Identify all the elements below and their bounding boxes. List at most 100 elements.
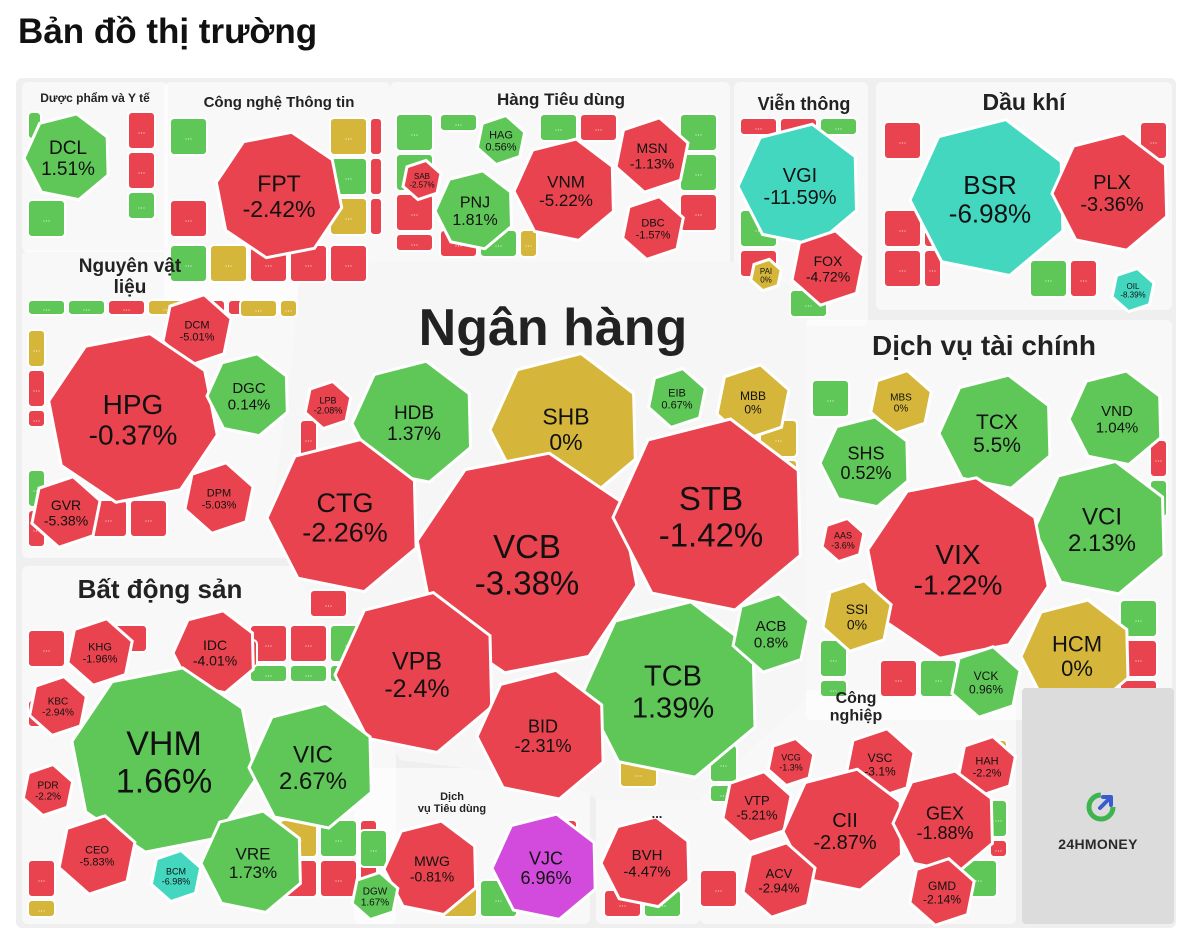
small-stock-label: ... [145, 514, 153, 524]
stock-change-label: -3.1% [864, 764, 896, 778]
stock-cell-gvr[interactable]: GVR-5.38% [30, 475, 102, 549]
stock-cell-gmd[interactable]: GMD-2.14% [908, 857, 976, 927]
stock-cell-lpb[interactable]: LPB-2.08% [303, 379, 353, 431]
stock-cell-mwg[interactable]: MWG-0.81% [382, 819, 478, 917]
stock-cell-ctg[interactable]: CTG-2.26% [265, 437, 418, 594]
stock-cell-bvh[interactable]: BVH-4.47% [599, 815, 691, 909]
stock-cell-dpm[interactable]: DPM-5.03% [183, 461, 255, 535]
stock-cell-fox[interactable]: FOX-4.72% [790, 229, 866, 307]
stock-cell-oil[interactable]: OIL-8.39% [1110, 266, 1156, 314]
small-stock-cell [883, 121, 922, 160]
stock-cell-vnm[interactable]: VNM-5.22% [512, 137, 615, 243]
small-stock-label: ... [43, 303, 51, 313]
small-stock-cell [1119, 599, 1158, 638]
small-stock-cell [359, 829, 388, 868]
stock-ticker-label: DCM [184, 319, 209, 331]
stock-ticker-label: VND [1101, 403, 1133, 420]
stock-cell-stb[interactable]: STB-1.42% [611, 417, 802, 612]
stock-cell-fpt[interactable]: FPT-2.42% [214, 130, 344, 260]
small-stock-label: ... [827, 394, 835, 404]
small-stock-label: ... [1150, 136, 1158, 146]
stock-cell-vtp[interactable]: VTP-5.21% [721, 770, 793, 844]
stock-change-label: 1.73% [229, 863, 277, 882]
stock-cell-shape [818, 415, 910, 509]
small-stock-label: ... [411, 238, 419, 248]
stock-ticker-label: DGC [232, 380, 266, 397]
stock-cell-bid[interactable]: BID-2.31% [475, 668, 605, 801]
stock-cell-vix[interactable]: VIX-1.22% [866, 476, 1050, 660]
stock-cell-dbc[interactable]: DBC-1.57% [621, 194, 685, 262]
stock-change-label: 6.96% [520, 868, 571, 888]
small-stock-cell [579, 113, 618, 142]
stock-cell-vcg[interactable]: VCG-1.3% [766, 736, 816, 788]
small-stock-cell [819, 679, 848, 698]
stock-cell-khg[interactable]: KHG-1.96% [66, 617, 134, 687]
stock-cell-vgi[interactable]: VGI-11.59% [736, 122, 859, 247]
stock-cell-aas[interactable]: AAS-3.6% [820, 516, 866, 564]
stock-change-label: -6.98% [162, 877, 191, 887]
stock-cell-bsr[interactable]: BSR-6.98% [908, 117, 1065, 278]
small-stock-cell [27, 369, 46, 408]
stock-change-label: -1.96% [83, 653, 118, 665]
stock-change-label: 0% [744, 402, 762, 416]
stock-ticker-label: BID [528, 716, 558, 736]
small-stock-label: ... [755, 122, 763, 132]
small-stock-label: ... [775, 434, 783, 444]
stock-ticker-label: BSR [963, 170, 1016, 200]
small-stock-label: ... [1080, 274, 1088, 284]
stock-change-label: -2.94% [42, 708, 74, 719]
small-stock-label: ... [695, 208, 703, 218]
stock-change-label: -5.21% [736, 807, 778, 822]
stock-change-label: -1.3% [779, 763, 803, 773]
stock-ticker-label: KHG [88, 641, 112, 653]
stock-cell-ceo[interactable]: CEO-5.83% [57, 814, 137, 896]
stock-cell-plx[interactable]: PLX-3.36% [1050, 131, 1169, 252]
stock-cell-acv[interactable]: ACV-2.94% [741, 841, 817, 919]
stock-ticker-label: HPG [103, 389, 164, 420]
stock-cell-kbc[interactable]: KBC-2.94% [27, 674, 89, 738]
stock-cell-cii[interactable]: CII-2.87% [781, 767, 904, 892]
small-stock-label: ... [370, 844, 378, 854]
stock-ticker-label: EIB [668, 387, 686, 399]
stock-cell-bcm[interactable]: BCM-6.98% [149, 848, 203, 904]
stock-cell-hpg[interactable]: HPG-0.37% [47, 332, 219, 504]
stock-cell-vpb[interactable]: VPB-2.4% [333, 590, 494, 755]
stock-cell-msn[interactable]: MSN-1.13% [614, 116, 690, 194]
stock-cell-pdr[interactable]: PDR-2.2% [21, 762, 75, 818]
stock-cell-dcm[interactable]: DCM-5.01% [161, 293, 233, 367]
small-stock-label: ... [895, 674, 903, 684]
stock-change-label: 0.14% [228, 396, 271, 413]
stock-cell-sab[interactable]: SAB-2.57% [401, 158, 443, 202]
small-stock-label: ... [411, 208, 419, 218]
stock-ticker-label: CTG [317, 488, 374, 518]
stock-cell-shape [736, 122, 859, 247]
stock-change-label: -11.59% [763, 187, 836, 209]
small-stock-label: ... [635, 769, 643, 779]
stock-ticker-label: STB [679, 480, 743, 517]
small-stock-label: ... [975, 874, 983, 884]
stock-cell-shape [790, 229, 866, 307]
small-stock-label: ... [899, 136, 907, 146]
small-stock-cell [989, 839, 1008, 858]
small-stock-cell [369, 197, 383, 236]
